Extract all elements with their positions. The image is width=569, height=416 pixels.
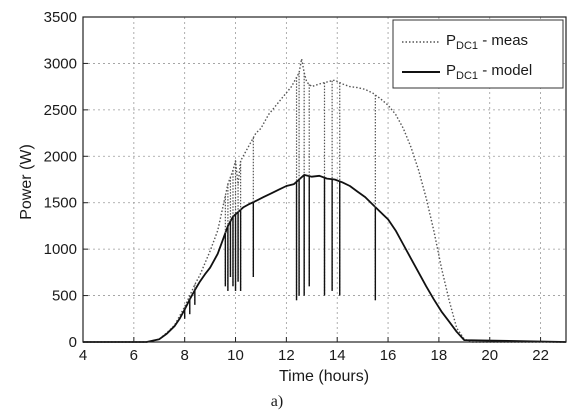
series-layer [83,58,567,343]
x-tick-label: 14 [329,347,346,364]
y-tick-label: 2500 [44,102,77,119]
legend: PDC1 - meas PDC1 - model [392,19,564,89]
series-line-meas [83,58,566,343]
tick-layer: 4 6 8 10 12 14 16 18 20 22 0 500 1000 1500 2000 2500 300… [44,9,549,364]
x-tick-label: 6 [130,347,138,364]
legend-label-meas: PDC1 - meas [446,32,528,52]
x-tick-label: 20 [481,347,498,364]
y-tick-label: 0 [69,334,77,351]
y-axis-label: Power (W) [18,144,35,220]
y-tick-label: 3500 [44,9,77,26]
legend-model-base: P [446,62,456,79]
legend-label-model: PDC1 - model [446,62,532,82]
y-tick-label: 1500 [44,195,77,212]
x-tick-label: 10 [227,347,244,364]
y-tick-label: 3000 [44,55,77,72]
y-tick-label: 500 [52,288,77,305]
x-axis-label: Time (hours) [279,368,369,385]
x-tick-label: 22 [532,347,549,364]
legend-meas-suffix: - meas [478,32,528,49]
legend-model-suffix: - model [478,62,532,79]
x-tick-label: 4 [79,347,87,364]
x-tick-label: 18 [431,347,448,364]
y-tick-label: 1000 [44,241,77,258]
x-tick-label: 12 [278,347,295,364]
x-tick-label: 16 [380,347,397,364]
x-tick-label: 8 [181,347,189,364]
legend-box [392,19,564,89]
legend-meas-subscript: DC1 [456,40,478,52]
legend-meas-base: P [446,32,456,49]
y-tick-label: 2000 [44,148,77,165]
plot-frame [82,16,567,343]
legend-model-subscript: DC1 [456,70,478,82]
figure-caption: a) [271,393,283,410]
